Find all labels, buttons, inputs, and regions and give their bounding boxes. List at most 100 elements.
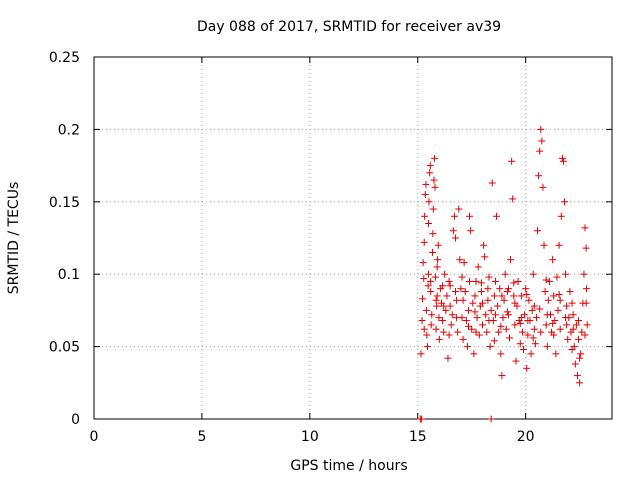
data-point xyxy=(466,277,474,285)
data-point xyxy=(485,317,493,325)
data-point xyxy=(532,314,540,322)
data-point xyxy=(487,415,495,423)
data-point xyxy=(514,277,522,285)
data-point xyxy=(493,212,501,220)
data-point xyxy=(517,292,525,300)
x-tick-label: 5 xyxy=(197,429,206,445)
data-point xyxy=(530,325,538,333)
data-point xyxy=(427,288,435,296)
data-point xyxy=(576,354,584,362)
data-point xyxy=(422,180,430,188)
data-point xyxy=(479,299,486,307)
data-point xyxy=(496,285,504,293)
data-point xyxy=(485,273,493,281)
data-point xyxy=(484,285,492,293)
data-point xyxy=(500,296,508,304)
data-point xyxy=(524,331,532,339)
data-point xyxy=(564,335,572,343)
data-point xyxy=(580,270,588,278)
data-point xyxy=(473,314,481,322)
data-point xyxy=(501,270,509,278)
data-point xyxy=(509,195,517,203)
x-tick-label: 0 xyxy=(90,429,99,445)
data-point xyxy=(429,230,437,238)
data-point xyxy=(441,270,449,278)
data-point xyxy=(459,335,467,343)
data-point xyxy=(520,345,528,353)
y-tick-label: 0.15 xyxy=(49,195,80,211)
y-tick-label: 0.05 xyxy=(49,340,80,356)
data-point xyxy=(550,292,558,300)
data-point xyxy=(490,292,498,300)
data-point xyxy=(477,279,485,287)
data-point xyxy=(536,147,544,155)
data-point xyxy=(456,256,464,264)
data-point xyxy=(477,288,485,296)
data-point xyxy=(559,157,567,165)
data-point xyxy=(497,350,505,358)
data-point xyxy=(543,311,551,319)
data-point xyxy=(555,241,563,249)
data-point xyxy=(426,162,434,170)
data-point xyxy=(487,306,495,314)
data-point xyxy=(490,337,498,345)
data-point xyxy=(421,191,429,199)
data-point xyxy=(428,311,436,319)
data-point xyxy=(422,306,430,314)
data-point xyxy=(461,288,469,296)
data-point xyxy=(443,292,451,300)
data-point xyxy=(549,256,557,264)
data-point xyxy=(483,328,491,336)
data-point xyxy=(543,343,551,351)
data-point xyxy=(504,285,512,293)
data-point xyxy=(494,302,502,310)
data-point xyxy=(568,299,576,307)
data-point xyxy=(474,263,482,271)
data-point xyxy=(429,205,437,213)
data-point xyxy=(448,311,456,319)
data-point xyxy=(562,314,570,322)
data-point xyxy=(569,325,577,333)
data-point xyxy=(425,270,433,278)
data-point xyxy=(529,334,537,342)
data-point xyxy=(431,273,439,281)
data-point xyxy=(424,282,432,290)
y-axis: 0 0.05 0.1 0.15 0.2 0.25 xyxy=(49,50,612,428)
x-axis: 0 5 10 15 20 xyxy=(90,57,535,445)
data-point xyxy=(497,322,505,330)
data-point xyxy=(535,172,543,180)
data-point xyxy=(450,212,458,220)
data-point xyxy=(516,319,524,327)
data-point xyxy=(486,343,494,351)
data-point xyxy=(434,241,442,249)
data-point xyxy=(419,259,427,267)
data-point xyxy=(577,350,585,358)
data-point xyxy=(433,263,441,271)
data-point xyxy=(545,277,553,285)
data-point xyxy=(459,296,467,304)
data-point xyxy=(430,176,438,184)
data-point xyxy=(516,340,524,348)
data-point xyxy=(582,244,590,252)
y-axis-label: SRMTID / TECUs xyxy=(6,182,22,295)
data-point xyxy=(583,321,591,329)
data-point xyxy=(425,220,433,228)
data-point xyxy=(522,285,530,293)
data-point xyxy=(495,328,503,336)
data-point xyxy=(440,302,448,310)
data-point xyxy=(542,321,550,329)
data-point xyxy=(537,125,545,133)
data-point xyxy=(556,325,564,333)
x-tick-label: 10 xyxy=(301,429,319,445)
data-point xyxy=(582,299,590,307)
data-point xyxy=(562,270,570,278)
data-point xyxy=(573,372,581,380)
data-point xyxy=(508,157,516,165)
data-point xyxy=(525,296,533,304)
y-tick-label: 0.2 xyxy=(58,122,80,138)
data-point xyxy=(510,292,518,300)
data-point xyxy=(418,415,426,423)
data-point xyxy=(462,317,470,325)
data-point xyxy=(554,306,562,314)
